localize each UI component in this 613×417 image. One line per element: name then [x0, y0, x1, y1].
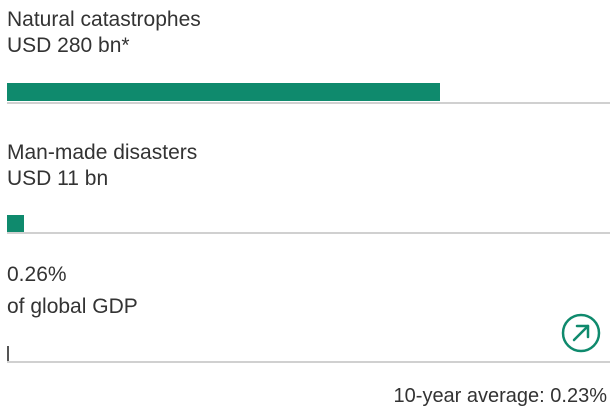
- bar-natural-catastrophes: [7, 83, 440, 101]
- gdp-marker-tick: [7, 346, 9, 362]
- gdp-percent-value: 0.26%: [7, 263, 67, 286]
- man-made-disasters-value: USD 11 bn: [7, 167, 109, 190]
- bar-man-made-disasters: [7, 215, 24, 233]
- natural-catastrophes-block: Natural catastrophes USD 280 bn*: [7, 7, 610, 107]
- arrow-up-right-icon: [561, 313, 601, 353]
- track-man-made-disasters: [7, 232, 610, 234]
- gdp-block: 0.26% of global GDP: [7, 262, 610, 372]
- man-made-disasters-label: Man-made disasters: [7, 141, 198, 164]
- track-natural-catastrophes: [7, 102, 610, 104]
- track-gdp: [7, 361, 610, 363]
- ten-year-average-label: 10-year average: 0.23%: [393, 385, 607, 407]
- man-made-disasters-block: Man-made disasters USD 11 bn: [7, 140, 610, 240]
- natural-catastrophes-value: USD 280 bn*: [7, 34, 130, 57]
- gdp-caption: of global GDP: [7, 295, 138, 318]
- natural-catastrophes-label: Natural catastrophes: [7, 8, 201, 31]
